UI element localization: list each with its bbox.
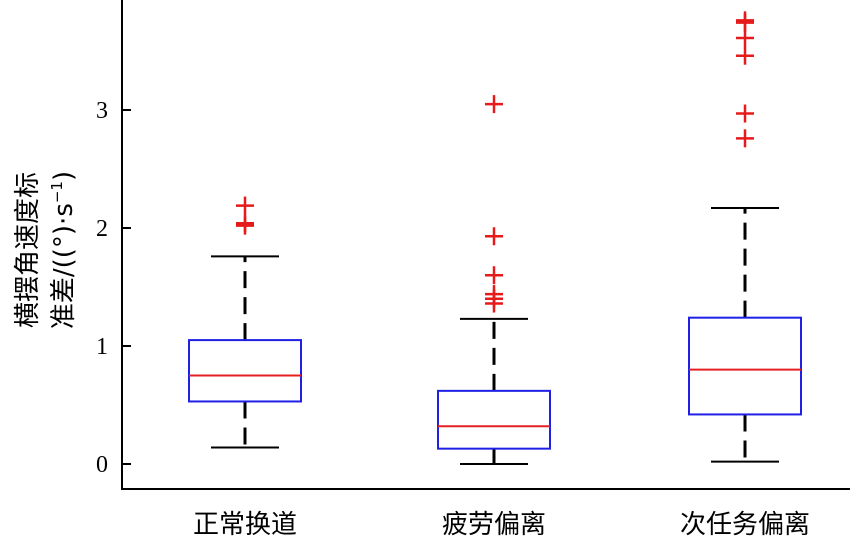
iqr-box [437,389,551,450]
y-tick-label-2: 2 [96,216,108,242]
y-axis-label-line2: 准差/((°)·s−1) [48,171,79,329]
axes [121,0,850,490]
y-tick-label-0: 0 [96,452,108,478]
x-tick-label-3: 次任务偏离 [680,510,810,540]
y-axis-label: 横摆角速度标 准差/((°)·s−1) [13,171,79,329]
outlier-marker [736,46,754,65]
outlier-marker [485,266,503,285]
iqr-box [188,339,302,403]
outlier-marker [485,227,503,246]
y-tick-label-3: 3 [96,98,108,124]
outlier-marker [485,95,503,114]
outlier-marker [736,129,754,148]
y-tick-label-1: 1 [96,334,108,360]
x-tick-labels: 正常换道 疲劳偏离 次任务偏离 [193,510,810,540]
box-series [188,11,802,465]
box-group-3 [688,11,802,463]
outlier-marker [736,104,754,123]
outlier-marker [236,214,254,233]
y-ticks: 0 1 2 3 [96,98,131,478]
x-tick-label-2: 疲劳偏离 [442,510,546,540]
outlier-marker [236,196,254,215]
box-group-2 [437,95,551,465]
x-tick-label-1: 正常换道 [193,510,297,540]
iqr-box [688,316,802,416]
outlier-marker [485,285,503,304]
y-axis-label-line1: 横摆角速度标 [13,172,43,328]
box-group-1 [188,196,302,449]
outlier-marker [736,29,754,48]
outlier-marker [736,11,754,30]
